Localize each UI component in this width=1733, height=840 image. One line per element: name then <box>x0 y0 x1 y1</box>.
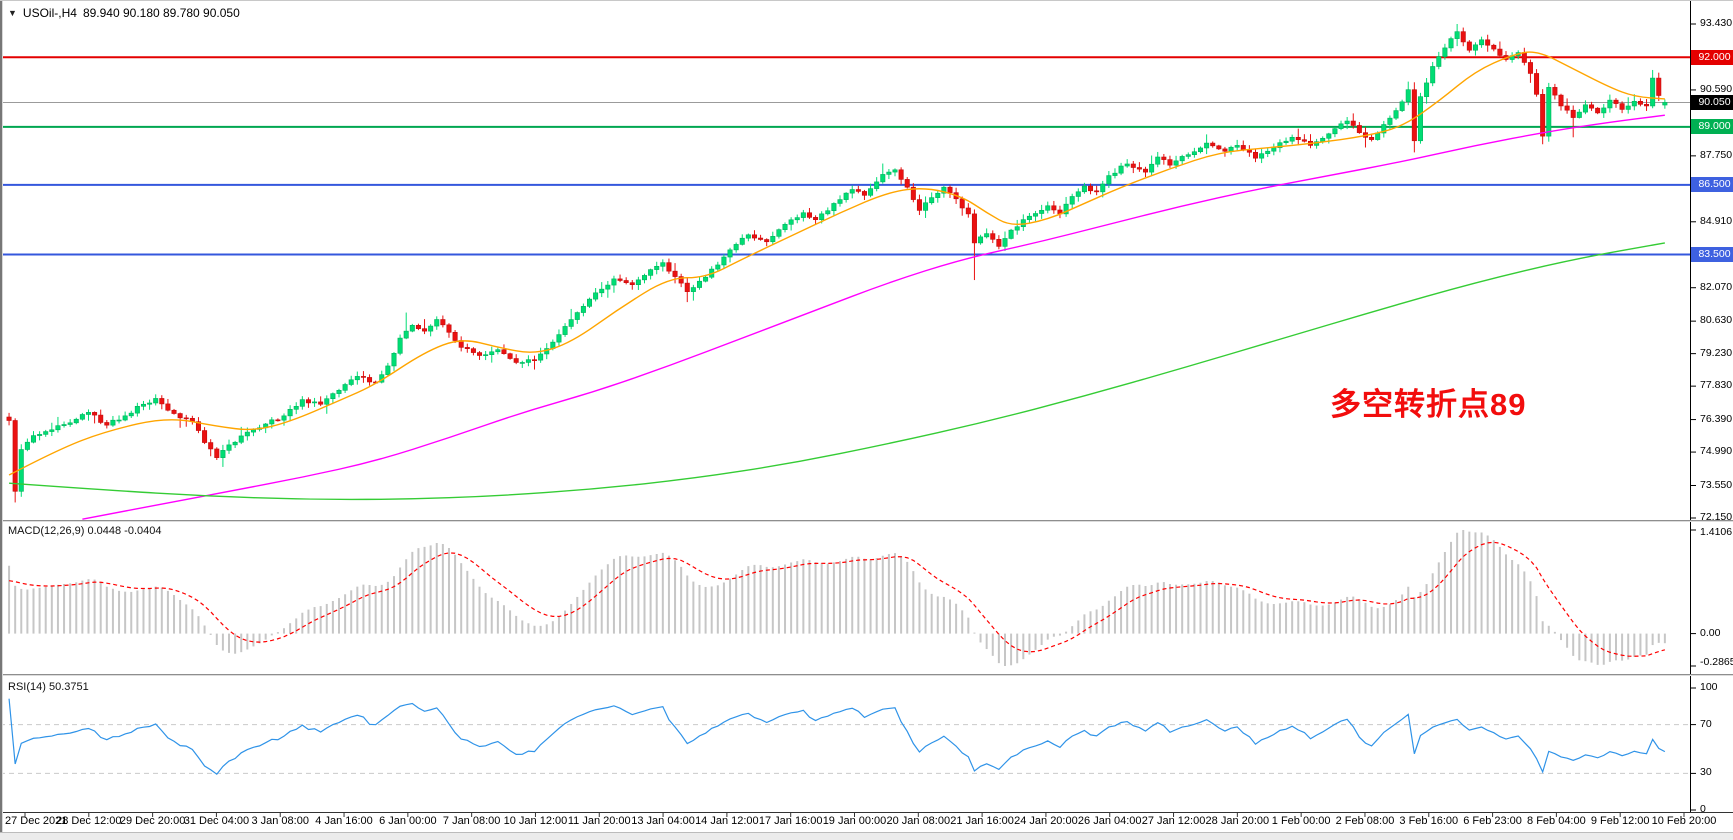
date-tick-label: 14 Jan 12:00 <box>695 815 759 827</box>
price-tick-label: 90.590 <box>1700 82 1733 95</box>
price-badge-86.500[interactable]: 86.500 <box>1691 177 1733 193</box>
date-tick-label: 10 Feb 20:00 <box>1651 815 1717 827</box>
date-tick-label: 2 Feb 08:00 <box>1335 815 1395 827</box>
ma-fast-line <box>8 51 1665 476</box>
panel-splitter-main-macd[interactable] <box>0 518 1733 522</box>
price-tick-label: 82.070 <box>1700 280 1733 293</box>
date-tick-label: 1 Feb 00:00 <box>1271 815 1331 827</box>
date-tick-label: 20 Jan 08:00 <box>886 815 951 827</box>
macd-histogram <box>8 530 1666 666</box>
date-axis-strip[interactable] <box>0 812 1733 831</box>
macd-indicator-label: MACD(12,26,9) 0.0448 -0.0404 <box>8 525 162 537</box>
rsi-indicator-label: RSI(14) 50.3751 <box>8 681 89 693</box>
rsi-level-label-0: 0 <box>1700 803 1706 815</box>
macd-signal-line <box>8 541 1666 657</box>
candles-layer[interactable] <box>6 24 1668 503</box>
date-tick-label: 21 Jan 16:00 <box>950 815 1014 827</box>
price-badge-89.000[interactable]: 89.000 <box>1691 119 1733 135</box>
chart-title: ▼ USOil-,H4 89.940 90.180 89.780 90.050 <box>8 6 240 20</box>
window-left-border <box>0 1 2 840</box>
price-tick-label: 87.750 <box>1700 148 1733 161</box>
date-tick-label: 26 Jan 04:00 <box>1077 815 1142 827</box>
date-tick-label: 11 Jan 20:00 <box>567 815 631 827</box>
date-tick-label: 4 Jan 16:00 <box>315 815 373 827</box>
chart-text-annotation[interactable]: 多空转折点89 <box>1330 387 1527 422</box>
price-tick-label: 76.390 <box>1700 412 1733 425</box>
price-badge-92.000[interactable]: 92.000 <box>1691 49 1733 65</box>
window-left-border-inner <box>2 1 3 840</box>
window-bottom-strip <box>0 832 1733 840</box>
current-price-badge: 90.050 <box>1691 94 1733 110</box>
date-tick-label: 6 Jan 00:00 <box>379 815 437 827</box>
price-tick-label: 74.990 <box>1700 445 1733 458</box>
date-tick-label: 6 Feb 23:00 <box>1463 815 1522 827</box>
macd-scale-max-label: 1.4106 <box>1700 526 1733 538</box>
ohlc-values-label: 89.940 90.180 89.780 90.050 <box>82 6 240 20</box>
date-tick-label: 19 Jan 00:00 <box>822 815 887 827</box>
symbol-period-label: USOil-,H4 <box>22 6 77 20</box>
date-tick-label: 24 Jan 20:00 <box>1014 815 1078 827</box>
date-tick-label: 27 Dec 2021 <box>5 815 68 827</box>
price-tick-label: 84.910 <box>1700 214 1733 227</box>
date-tick-label: 28 Dec 12:00 <box>56 815 122 827</box>
price-tick-label: 80.630 <box>1700 314 1733 327</box>
date-tick-label: 17 Jan 16:00 <box>758 815 823 827</box>
date-tick-label: 3 Jan 08:00 <box>251 815 309 827</box>
price-tick-label: 73.550 <box>1700 478 1733 491</box>
panel-splitter-macd-rsi[interactable] <box>0 673 1733 677</box>
macd-scale-zero-label: 0.00 <box>1700 626 1721 639</box>
macd-scale-min-label: -0.2865 <box>1700 656 1733 668</box>
date-tick-label: 29 Dec 20:00 <box>119 815 186 827</box>
chart-collapse-icon[interactable]: ▼ <box>8 8 17 18</box>
date-tick-label: 28 Jan 20:00 <box>1205 815 1270 827</box>
price-tick-label: 72.150 <box>1700 511 1733 523</box>
axes-and-dividers <box>0 1 1733 817</box>
rsi-level-label-70: 70 <box>1700 717 1712 730</box>
price-tick-label: 77.830 <box>1700 379 1733 392</box>
rsi-line <box>8 698 1666 776</box>
ma-mid-line <box>82 114 1665 520</box>
rsi-level-label-30: 30 <box>1700 766 1712 779</box>
price-tick-label: 93.430 <box>1700 17 1733 29</box>
date-tick-label: 31 Dec 04:00 <box>183 815 250 827</box>
date-tick-label: 10 Jan 12:00 <box>503 815 568 827</box>
date-tick-label: 9 Feb 12:00 <box>1590 815 1650 827</box>
date-tick-label: 3 Feb 16:00 <box>1399 815 1459 827</box>
date-tick-label: 13 Jan 04:00 <box>631 815 695 827</box>
ma-slow-line <box>9 242 1665 501</box>
date-tick-label: 27 Jan 12:00 <box>1141 815 1206 827</box>
rsi-level-label-100: 100 <box>1700 681 1718 693</box>
price-badge-83.500[interactable]: 83.500 <box>1691 247 1733 263</box>
horizontal-level-lines[interactable] <box>0 56 1690 256</box>
date-tick-label: 8 Feb 04:00 <box>1527 815 1586 827</box>
date-tick-label: 7 Jan 08:00 <box>442 815 501 827</box>
rsi-level-lines <box>0 724 1690 774</box>
price-tick-label: 79.230 <box>1700 346 1733 359</box>
